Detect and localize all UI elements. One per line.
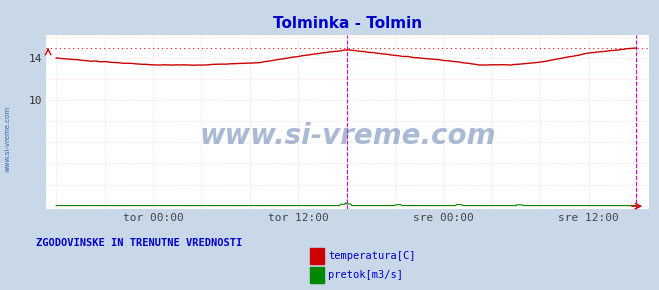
Text: temperatura[C]: temperatura[C] [328,251,416,261]
Text: ZGODOVINSKE IN TRENUTNE VREDNOSTI: ZGODOVINSKE IN TRENUTNE VREDNOSTI [36,238,243,249]
Title: Tolminka - Tolmin: Tolminka - Tolmin [273,16,422,31]
Text: pretok[m3/s]: pretok[m3/s] [328,270,403,280]
Text: www.si-vreme.com: www.si-vreme.com [200,122,496,150]
Text: www.si-vreme.com: www.si-vreme.com [5,106,11,172]
